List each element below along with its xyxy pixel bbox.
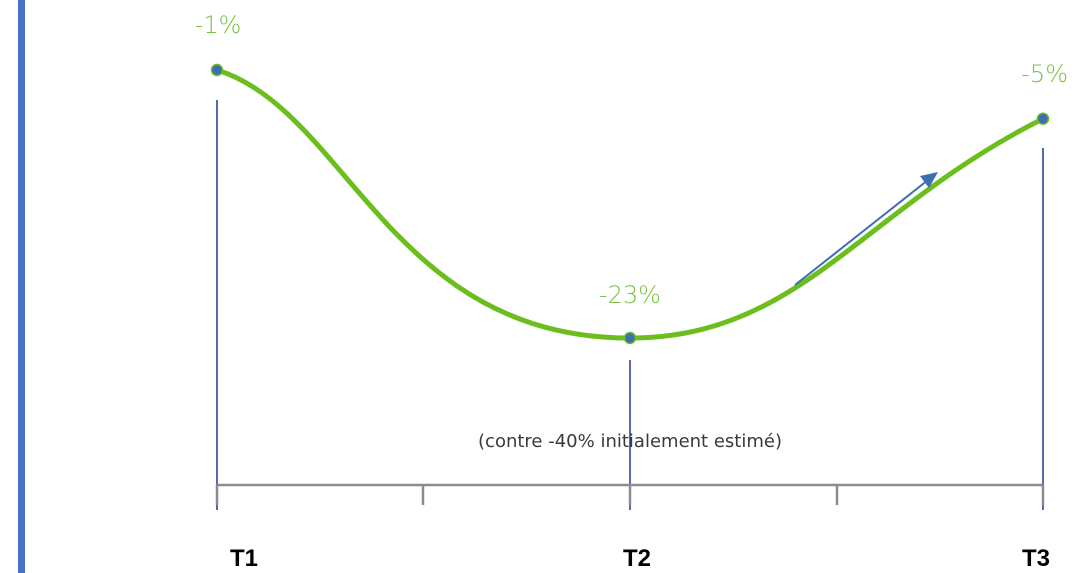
data-point-t2	[623, 331, 637, 345]
tick-label-t3: T3	[1022, 545, 1050, 572]
accent-bar	[18, 0, 25, 573]
x-axis	[215, 483, 1045, 505]
tick-labels: T1 T2 T3	[230, 545, 1050, 572]
data-labels: -1% -23% -5%	[195, 11, 1068, 309]
data-label-t3: -5%	[1021, 60, 1068, 88]
trend-arrow	[794, 172, 938, 286]
tick-label-t2: T2	[623, 545, 651, 572]
data-point-t1	[210, 63, 224, 77]
trend-arrow-head	[920, 172, 938, 188]
annotation-note: (contre -40% initialement estimé)	[478, 431, 782, 452]
data-points	[210, 63, 1050, 345]
data-label-t1: -1%	[195, 11, 242, 39]
data-point-t3	[1036, 112, 1050, 125]
trend-arrow-shaft	[794, 179, 929, 286]
data-label-t2: -23%	[599, 281, 661, 309]
tick-label-t1: T1	[230, 545, 258, 572]
